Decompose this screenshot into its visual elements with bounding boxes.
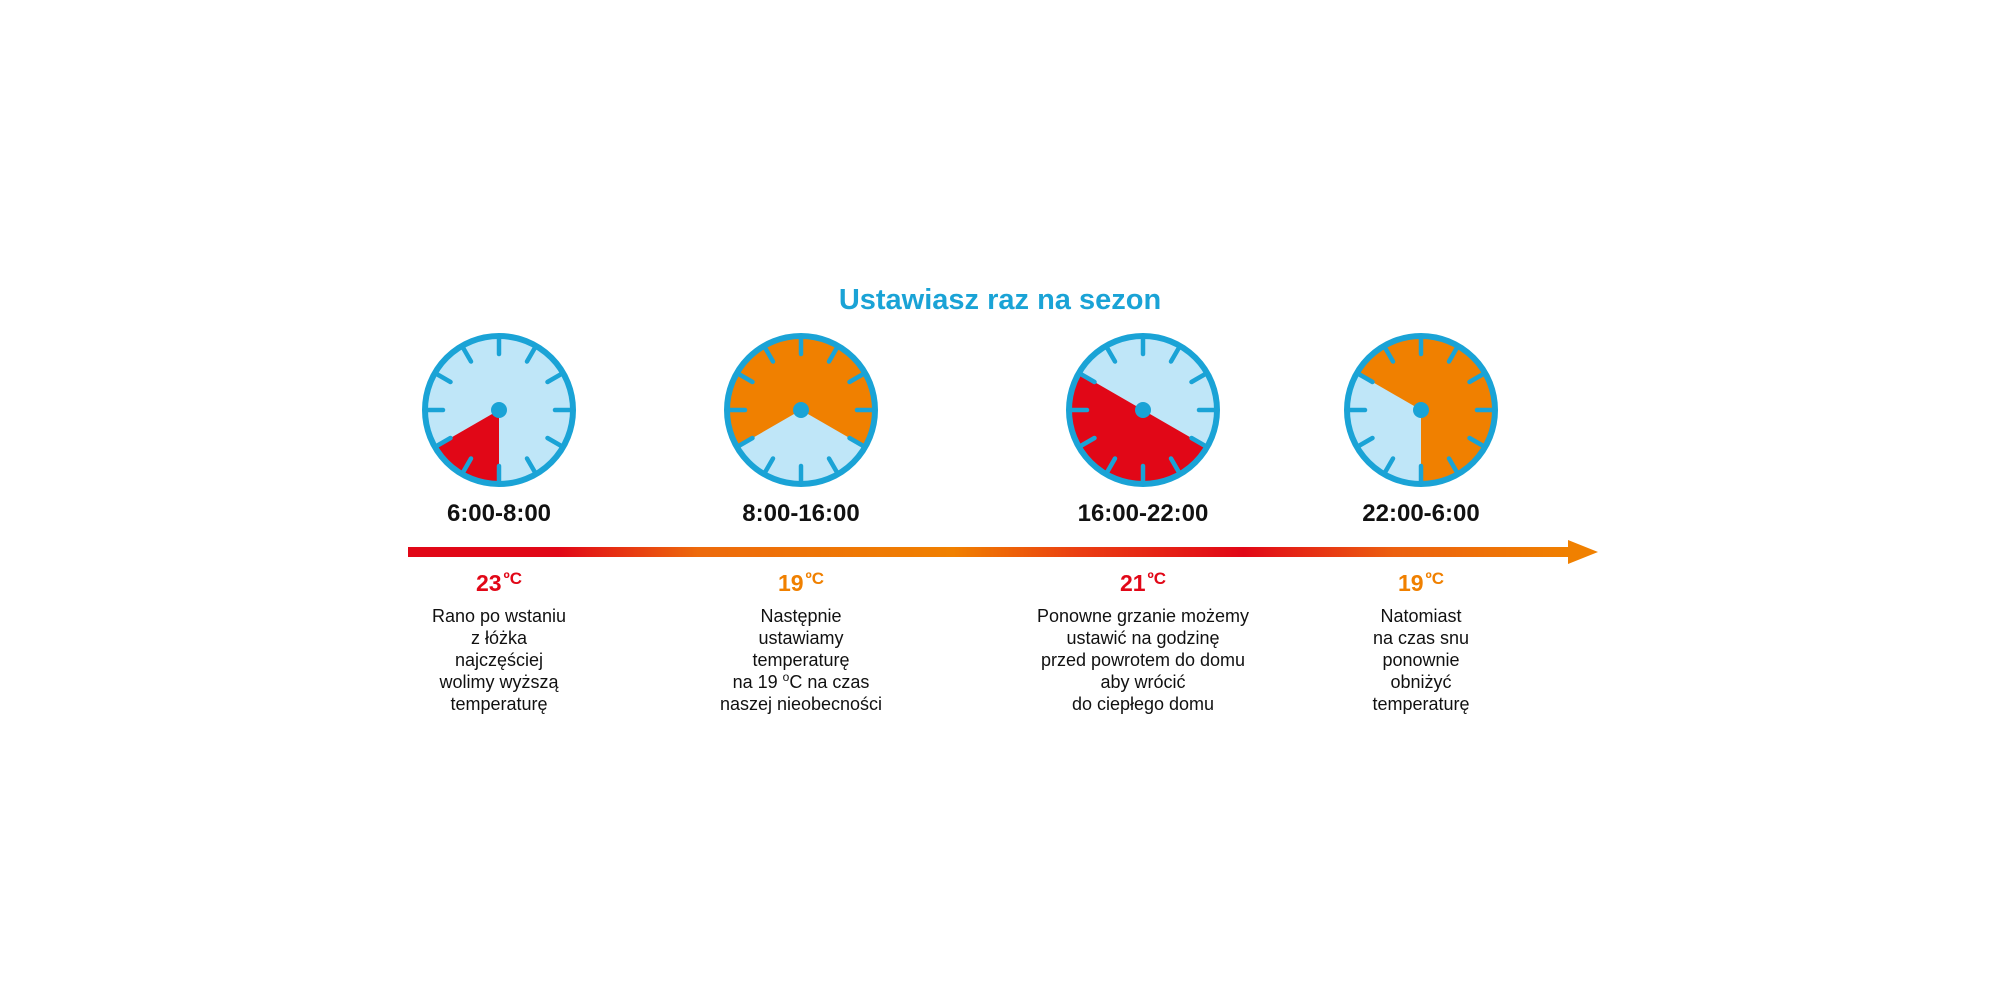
clock-tick <box>737 435 755 448</box>
period-description: Ponowne grzanie możemy ustawić na godzin… <box>993 605 1293 715</box>
temperature-unit: ºC <box>1425 569 1445 588</box>
clock-center <box>1413 402 1429 418</box>
clock-center <box>1135 402 1151 418</box>
description-fragment: C na czas <box>789 672 870 692</box>
period-description: Rano po wstaniu z łóżka najczęściej woli… <box>349 605 649 715</box>
time-range: 8:00-16:00 <box>742 500 860 527</box>
clock-tick <box>1079 372 1097 385</box>
description-line: najczęściej <box>454 650 544 670</box>
clock-tick <box>826 346 839 364</box>
clock-tick <box>1189 435 1207 448</box>
clock-rim <box>422 333 576 487</box>
temperature-unit: ºC <box>1147 569 1167 588</box>
clock-tick <box>763 456 776 474</box>
clock-tick <box>545 435 563 448</box>
description-line: przed powrotem do domu <box>1040 650 1246 670</box>
clock-tick <box>737 372 755 385</box>
clock-tick <box>1383 456 1396 474</box>
temperature-value: 19 <box>1397 570 1424 596</box>
clock-tick <box>1189 372 1207 385</box>
timeline-arrow <box>408 540 1598 564</box>
clock-tick <box>435 372 453 385</box>
period-description: Natomiast na czas snu ponownie obniżyć t… <box>1271 605 1571 715</box>
clock-tick <box>763 346 776 364</box>
clock-rim <box>1344 333 1498 487</box>
temperature-unit: ºC <box>503 569 523 588</box>
clock-tick <box>1168 456 1181 474</box>
description-line: obniżyć <box>1390 672 1452 692</box>
temperature-value: 23 <box>475 570 502 596</box>
clock-icon <box>1066 333 1220 487</box>
description-line: z łóżka <box>470 628 528 648</box>
clock-sector <box>727 336 875 447</box>
description-line: ustawić na godzinę <box>1066 628 1220 648</box>
temperature-label: 19 ºC <box>701 569 901 597</box>
clock-tick <box>1467 372 1485 385</box>
clock-tick <box>847 372 865 385</box>
clock-tick <box>524 456 537 474</box>
description-line: aby wrócić <box>1100 672 1186 692</box>
description-line: ponownie <box>1382 650 1460 670</box>
description-line: do ciepłego domu <box>1071 694 1215 714</box>
description-line: temperaturę <box>1372 694 1470 714</box>
clock-tick <box>461 456 474 474</box>
description-line: temperaturę <box>450 694 548 714</box>
arrow-head-icon <box>1568 540 1598 564</box>
time-range: 16:00-22:00 <box>1077 500 1209 527</box>
clock-tick <box>1105 346 1118 364</box>
temperature-label: 23 ºC <box>399 569 599 597</box>
description-fragment: na 19 <box>732 672 783 692</box>
clock-center <box>793 402 809 418</box>
description-line: Natomiast <box>1380 606 1462 626</box>
temperature-value: 21 <box>1119 570 1146 596</box>
temperature-label: 21 ºC <box>1043 569 1243 597</box>
description-line: wolimy wyższą <box>439 672 559 692</box>
clock-tick <box>1357 435 1375 448</box>
clock-tick <box>435 435 453 448</box>
description-line: Rano po wstaniu <box>431 606 567 626</box>
clock-tick <box>524 346 537 364</box>
clock-rim <box>1066 333 1220 487</box>
description-line: ustawiamy <box>758 628 844 648</box>
description-line: Ponowne grzanie możemy <box>1036 606 1250 626</box>
clock-tick <box>1168 346 1181 364</box>
description-line: na czas snu <box>1372 628 1470 648</box>
clock-tick <box>545 372 563 385</box>
timeline-bar <box>408 547 1568 557</box>
clock-tick <box>1467 435 1485 448</box>
clock-tick <box>826 456 839 474</box>
degree-symbol: o <box>782 670 790 684</box>
description-line: naszej nieobecności <box>719 694 883 714</box>
clock-rim <box>724 333 878 487</box>
clock-center <box>491 402 507 418</box>
clock-tick <box>1105 456 1118 474</box>
clock-tick <box>847 435 865 448</box>
description-line: temperaturę <box>752 650 850 670</box>
temperature-label: 19 ºC <box>1321 569 1521 597</box>
clock-tick <box>1079 435 1097 448</box>
description-line: na 19 oC na czas <box>651 671 951 693</box>
time-range: 22:00-6:00 <box>1362 500 1480 527</box>
clock-sector <box>1068 373 1208 485</box>
clock-tick <box>1383 346 1396 364</box>
diagram-title: Ustawiasz raz na sezon <box>838 284 1162 316</box>
clock-tick <box>1446 456 1459 474</box>
clock-icon <box>724 333 878 487</box>
temperature-unit: ºC <box>805 569 825 588</box>
temperature-value: 19 <box>777 570 804 596</box>
clock-tick <box>461 346 474 364</box>
time-range: 6:00-8:00 <box>446 500 552 527</box>
clock-icon <box>422 333 576 487</box>
clock-icon <box>1344 333 1498 487</box>
clock-tick <box>1446 346 1459 364</box>
clock-tick <box>1357 372 1375 385</box>
period-description: Następnie ustawiamy temperaturę na 19 oC… <box>651 605 951 715</box>
description-line: Następnie <box>760 606 842 626</box>
